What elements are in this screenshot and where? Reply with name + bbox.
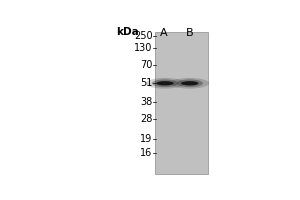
Text: B: B: [186, 28, 194, 38]
Ellipse shape: [156, 81, 174, 85]
Text: 130: 130: [134, 43, 153, 53]
Text: A: A: [160, 28, 168, 38]
Ellipse shape: [177, 79, 203, 87]
Ellipse shape: [146, 78, 184, 89]
Text: 19: 19: [140, 134, 153, 144]
Ellipse shape: [181, 81, 199, 85]
Text: 28: 28: [140, 114, 153, 124]
Text: kDa: kDa: [116, 27, 139, 37]
Text: 16: 16: [140, 148, 153, 158]
Ellipse shape: [171, 78, 209, 89]
Text: 38: 38: [140, 97, 153, 107]
Text: 51: 51: [140, 78, 153, 88]
Text: 250: 250: [134, 31, 153, 41]
Bar: [155, 32, 208, 174]
Text: 70: 70: [140, 60, 153, 70]
Ellipse shape: [152, 79, 178, 87]
